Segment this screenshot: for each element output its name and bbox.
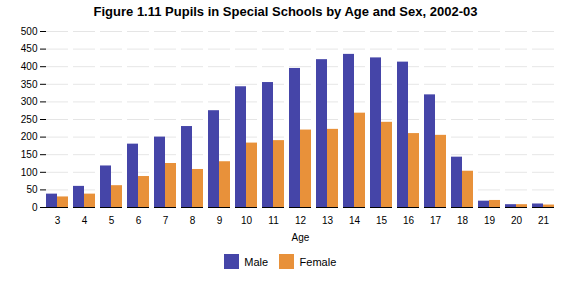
svg-text:300: 300 [21, 96, 38, 107]
svg-text:150: 150 [21, 149, 38, 160]
svg-text:500: 500 [21, 26, 38, 37]
svg-text:100: 100 [21, 167, 38, 178]
svg-text:11: 11 [268, 215, 279, 226]
svg-text:21: 21 [538, 215, 550, 226]
svg-text:10: 10 [241, 215, 253, 226]
svg-text:5: 5 [109, 215, 115, 226]
svg-text:200: 200 [21, 131, 38, 142]
svg-text:4: 4 [82, 215, 88, 226]
svg-text:14: 14 [349, 215, 361, 226]
html-text:Male: Male [244, 255, 269, 268]
html-text:Female: Female [299, 255, 337, 268]
svg-text:7: 7 [163, 215, 169, 226]
svg-text:6: 6 [136, 215, 142, 226]
svg-text:19: 19 [484, 215, 496, 226]
svg-text:0: 0 [32, 202, 38, 213]
svg-text:Age: Age [292, 232, 310, 243]
svg-text:18: 18 [457, 215, 469, 226]
svg-text:20: 20 [511, 215, 523, 226]
svg-text:15: 15 [376, 215, 388, 226]
svg-text:16: 16 [403, 215, 415, 226]
svg-text:400: 400 [21, 61, 38, 72]
svg-text:8: 8 [190, 215, 196, 226]
svg-text:3: 3 [55, 215, 61, 226]
svg-text:9: 9 [217, 215, 223, 226]
svg-text:250: 250 [21, 114, 38, 125]
html-text:Figure 1.11 Pupils in Special: Figure 1.11 Pupils in Special Schools by… [93, 4, 478, 19]
svg-text:17: 17 [430, 215, 442, 226]
svg-text:350: 350 [21, 79, 38, 90]
svg-text:13: 13 [322, 215, 334, 226]
svg-text:450: 450 [21, 43, 38, 54]
svg-text:12: 12 [295, 215, 307, 226]
svg-text:50: 50 [26, 184, 38, 195]
